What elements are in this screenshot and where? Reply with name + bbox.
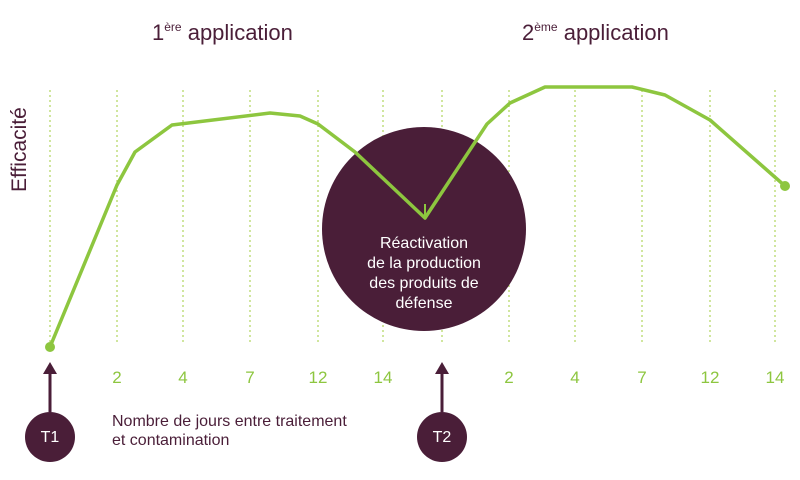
heading-text: application <box>558 20 669 45</box>
marker-label: T1 <box>41 429 60 446</box>
day-label: 2 <box>504 368 513 387</box>
heading-number: 2 <box>522 20 534 45</box>
efficacy-curve <box>48 85 787 348</box>
callout-line: Réactivation <box>380 235 468 252</box>
heading-text: application <box>182 20 293 45</box>
x-axis-label: Nombre de jours entre traitement <box>112 413 347 430</box>
day-label: 12 <box>309 368 328 387</box>
marker-label: T2 <box>433 429 452 446</box>
day-label: 4 <box>178 368 187 387</box>
callout-line: défense <box>396 295 453 312</box>
day-label: 14 <box>766 368 785 387</box>
marker-circle <box>417 412 467 462</box>
marker-circle <box>25 412 75 462</box>
day-label: 7 <box>637 368 646 387</box>
heading-1: 1ère application <box>152 20 293 45</box>
day-label: 12 <box>701 368 720 387</box>
heading-superscript: ème <box>534 20 558 34</box>
callout-circle <box>322 127 526 331</box>
heading-number: 1 <box>152 20 164 45</box>
callout-line: des produits de <box>369 275 479 292</box>
heading-superscript: ère <box>164 20 182 34</box>
day-label: 7 <box>245 368 254 387</box>
heading-2: 2ème application <box>522 20 669 45</box>
day-label: 2 <box>112 368 121 387</box>
arrows <box>43 362 449 412</box>
curve-dot <box>45 342 55 352</box>
day-label: 4 <box>570 368 579 387</box>
day-label: 14 <box>374 368 393 387</box>
callout-line: de la production <box>367 255 481 272</box>
x-axis-label: et contamination <box>112 432 229 449</box>
curve-dot <box>780 181 790 191</box>
y-axis-label: Efficacité <box>8 107 31 192</box>
